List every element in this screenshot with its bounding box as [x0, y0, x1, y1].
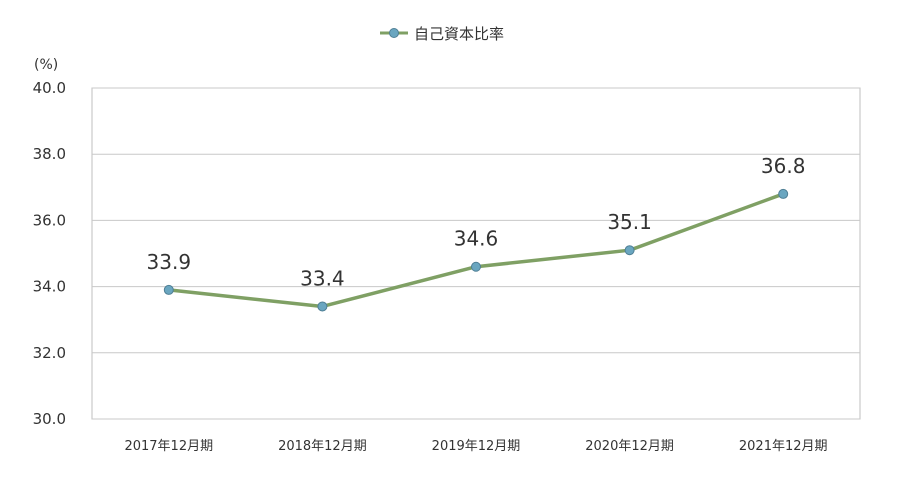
legend: 自己資本比率	[380, 25, 504, 43]
data-label: 34.6	[454, 227, 499, 251]
legend-marker-swatch	[389, 28, 399, 38]
y-tick-label: 40.0	[33, 79, 66, 97]
data-label: 36.8	[761, 154, 806, 178]
x-tick-label: 2020年12月期	[585, 439, 674, 454]
data-label: 33.9	[147, 250, 192, 274]
y-tick-label: 30.0	[33, 410, 66, 428]
y-tick-label: 34.0	[33, 278, 66, 296]
data-label: 35.1	[607, 210, 652, 234]
data-point	[624, 245, 635, 256]
y-tick-label: 38.0	[33, 145, 66, 163]
series-layer	[163, 188, 789, 312]
data-point	[778, 188, 789, 199]
data-point	[471, 261, 481, 272]
x-tick-label: 2017年12月期	[124, 439, 213, 454]
data-point	[317, 301, 328, 312]
data-label: 33.4	[300, 266, 345, 290]
y-tick-label: 32.0	[33, 344, 66, 362]
y-unit-label: (%)	[34, 57, 58, 73]
y-axis-ticks: 30.0 32.0 34.0 36.0 38.0 40.0	[33, 79, 66, 428]
gridlines	[92, 87, 860, 420]
x-axis-ticks: 2017年12月期 2018年12月期 2019年12月期 2020年12月期 2021…	[124, 439, 827, 454]
data-labels: 33.9 33.4 34.6 35.1 36.8	[147, 154, 806, 291]
x-tick-label: 2021年12月期	[739, 439, 828, 454]
plot-area	[91, 87, 861, 420]
x-tick-label: 2019年12月期	[432, 439, 521, 454]
y-tick-label: 36.0	[33, 211, 66, 229]
legend-label: 自己資本比率	[414, 25, 504, 43]
data-point	[163, 284, 174, 295]
x-tick-label: 2018年12月期	[278, 439, 367, 454]
